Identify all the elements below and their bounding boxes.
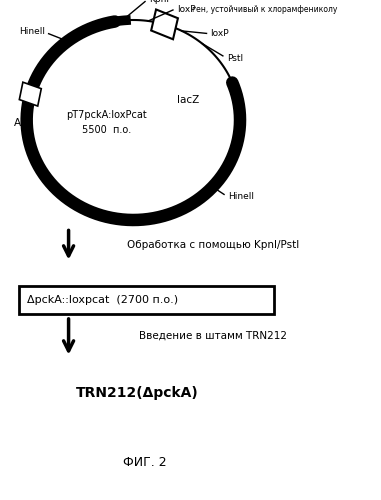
- FancyBboxPatch shape: [19, 286, 274, 314]
- Text: KpnI: KpnI: [149, 0, 169, 4]
- Text: PstI: PstI: [227, 54, 243, 63]
- Text: TRN212(ΔpckA): TRN212(ΔpckA): [76, 386, 199, 400]
- Text: pT7pckA:loxPcat: pT7pckA:loxPcat: [66, 110, 147, 120]
- Text: Ap: Ap: [14, 118, 28, 128]
- Polygon shape: [19, 82, 41, 106]
- Text: HineII: HineII: [228, 192, 254, 202]
- Text: 5500  п.о.: 5500 п.о.: [82, 125, 131, 135]
- Text: loxP: loxP: [177, 6, 195, 15]
- Polygon shape: [151, 10, 178, 40]
- Text: Обработка с помощью KpnI/PstI: Обработка с помощью KpnI/PstI: [127, 240, 299, 250]
- Text: loxP: loxP: [210, 29, 229, 38]
- Text: HineII: HineII: [19, 26, 45, 36]
- Text: lacZ: lacZ: [178, 95, 200, 105]
- Text: Введение в штамм TRN212: Введение в штамм TRN212: [139, 331, 287, 341]
- Text: ген, устойчивый к хлорамфениколу: ген, устойчивый к хлорамфениколу: [192, 6, 338, 15]
- Text: ΔpckA::loxpcat  (2700 п.о.): ΔpckA::loxpcat (2700 п.о.): [27, 295, 178, 305]
- Text: ФИГ. 2: ФИГ. 2: [123, 456, 166, 469]
